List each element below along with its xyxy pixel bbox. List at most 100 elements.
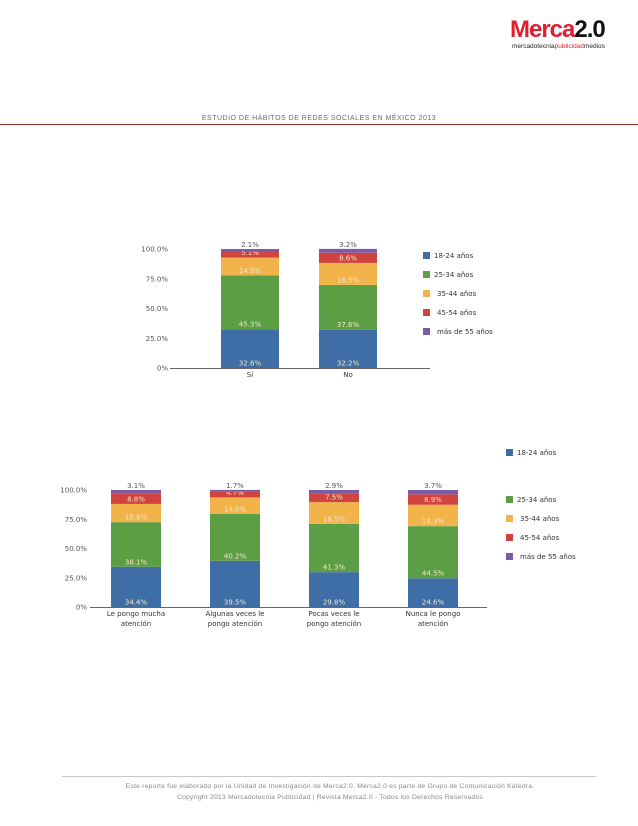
chart2-legend-label: 45-54 años	[520, 534, 560, 542]
chart2-legend-swatch	[506, 553, 513, 560]
chart1-ytick-label: 25.0%	[146, 335, 169, 343]
footer-line-1: Este reporte fue elaborado por la Unidad…	[125, 783, 535, 790]
chart2-bar-segment	[309, 490, 359, 494]
chart2-data-label: 2.9%	[325, 482, 343, 490]
chart2-bar-segment	[210, 560, 260, 607]
chart2-data-label: 14.0%	[224, 505, 247, 513]
chart2-data-label: 41.3%	[323, 564, 346, 572]
chart1-data-label: 5.1%	[241, 249, 259, 257]
chart1-ytick-label: 50.0%	[146, 305, 169, 313]
chart1-bar-segment	[221, 275, 279, 330]
chart2-category-label: atención	[418, 620, 448, 628]
chart2-legend-label: 18-24 años	[517, 449, 557, 457]
logo-wordmark: Merca2.0	[510, 16, 606, 44]
chart2-bar-segment	[111, 493, 161, 504]
chart1-legend-label: 35-44 años	[437, 290, 477, 298]
chart2-ytick-label: 100.0%	[60, 487, 87, 495]
chart1-bar-segment	[319, 284, 377, 330]
chart2-legend-swatch	[506, 515, 513, 522]
logo-tagline: mercadotecniapublicidadmedios	[512, 43, 605, 50]
chart1-ytick-label: 100.0%	[141, 246, 168, 254]
chart2-data-label: 8.9%	[424, 496, 442, 504]
chart2-legend-label: más de 55 años	[520, 553, 576, 561]
chart2-bar-segment	[111, 503, 161, 523]
chart2-data-label: 39.5%	[224, 599, 247, 607]
chart1-legend-label: 18-24 años	[434, 252, 474, 260]
chart2-data-label: 38.1%	[125, 558, 148, 566]
chart2-bar-segment	[111, 522, 161, 567]
chart1-legend-swatch	[423, 290, 430, 297]
chart1-data-label: 37.6%	[337, 321, 360, 329]
chart2-ytick-label: 50.0%	[65, 545, 88, 553]
chart2-bar-segment	[309, 523, 359, 573]
merca20-logo: Merca2.0 mercadotecniapublicidadmedios	[510, 16, 630, 54]
footer-line-2: Copyright 2013 Mercadotecnia Publicidad …	[176, 794, 483, 801]
logo-tagline-b: publicidad	[554, 43, 584, 50]
chart2-bar-segment	[210, 497, 260, 514]
report-title: ESTUDIO DE HÁBITOS DE REDES SOCIALES EN …	[201, 115, 437, 122]
logo-tagline-a: mercadotecnia	[512, 43, 555, 50]
chart2-category-label: pongo atención	[307, 620, 361, 628]
chart2-ytick-label: 0%	[76, 604, 87, 612]
chart1-legend-swatch	[423, 328, 430, 335]
chart2-data-label: 8.8%	[127, 495, 145, 503]
chart1-legend-swatch	[423, 309, 430, 316]
chart2-bar-segment	[408, 494, 458, 505]
chart2-ytick-label: 75.0%	[65, 516, 88, 524]
chart1-ytick-label: 0%	[157, 365, 168, 373]
chart2-legend-swatch	[506, 449, 513, 456]
chart2-bar-segment	[111, 490, 161, 494]
chart2-data-label: 3.7%	[424, 482, 442, 490]
chart2-bar-segment	[309, 502, 359, 524]
chart1-bar-segment	[319, 262, 377, 285]
footer-divider	[62, 776, 596, 777]
chart2-data-label: 40.2%	[224, 552, 247, 560]
chart1-bar-segment	[221, 257, 279, 276]
chart2-bar-segment	[408, 490, 458, 495]
chart1-data-label: 18.5%	[337, 276, 360, 284]
chart2-category-label: pongo atención	[208, 620, 262, 628]
chart2-data-label: 4.7%	[226, 489, 244, 497]
chart2-bar-segment	[210, 513, 260, 561]
chart2-category-label: Le pongo mucha	[107, 610, 165, 618]
chart1-bar-segment	[319, 248, 377, 253]
chart2-bar-segment	[408, 504, 458, 527]
chart2-data-label: 24.6%	[422, 599, 445, 607]
chart2-bar-segment	[210, 491, 260, 498]
chart1-data-label: 45.3%	[239, 321, 262, 329]
logo-tagline-c: medios	[583, 43, 605, 50]
logo-wordmark-b: 2.0	[574, 16, 605, 43]
header-divider	[0, 124, 638, 125]
chart1-category-label: No	[343, 371, 353, 379]
chart1-data-label: 14.9%	[239, 267, 262, 275]
chart1-data-label: 32.2%	[337, 360, 360, 368]
chart1-legend-label: 25-34 años	[434, 271, 474, 279]
chart2-data-label: 18.5%	[323, 515, 346, 523]
chart1-data-label: 8.6%	[339, 254, 357, 262]
chart1-data-label: 3.2%	[339, 241, 357, 249]
chart1-bar-segment	[221, 251, 279, 258]
chart2-data-label: 18.3%	[422, 518, 445, 526]
chart1-bar-segment	[221, 249, 279, 252]
chart2-legend-swatch	[506, 496, 513, 503]
chart2-bar-segment	[408, 578, 458, 607]
logo-wordmark-a: Merca	[510, 16, 575, 43]
chart1-bar-segment	[221, 329, 279, 368]
chart1-category-label: Sí	[247, 371, 254, 379]
chart2-data-label: 29.8%	[323, 599, 346, 607]
chart2-data-label: 3.1%	[127, 482, 145, 490]
chart2-category-label: Pocas veces le	[309, 610, 360, 618]
chart2-data-label: 7.5%	[325, 494, 343, 502]
chart2-data-label: 15.6%	[125, 514, 148, 522]
chart2-data-label: 1.7%	[226, 482, 244, 490]
chart2-bar-segment	[111, 566, 161, 607]
chart1-bar-segment	[319, 329, 377, 368]
chart2-bar-segment	[210, 489, 260, 492]
chart2-legend-swatch	[506, 534, 513, 541]
chart1-ytick-label: 75.0%	[146, 275, 169, 283]
chart2-bar-segment	[408, 526, 458, 579]
chart1-legend-label: más de 55 años	[437, 328, 493, 336]
chart2-bar-segment	[309, 572, 359, 607]
chart1-bar-segment	[319, 252, 377, 263]
